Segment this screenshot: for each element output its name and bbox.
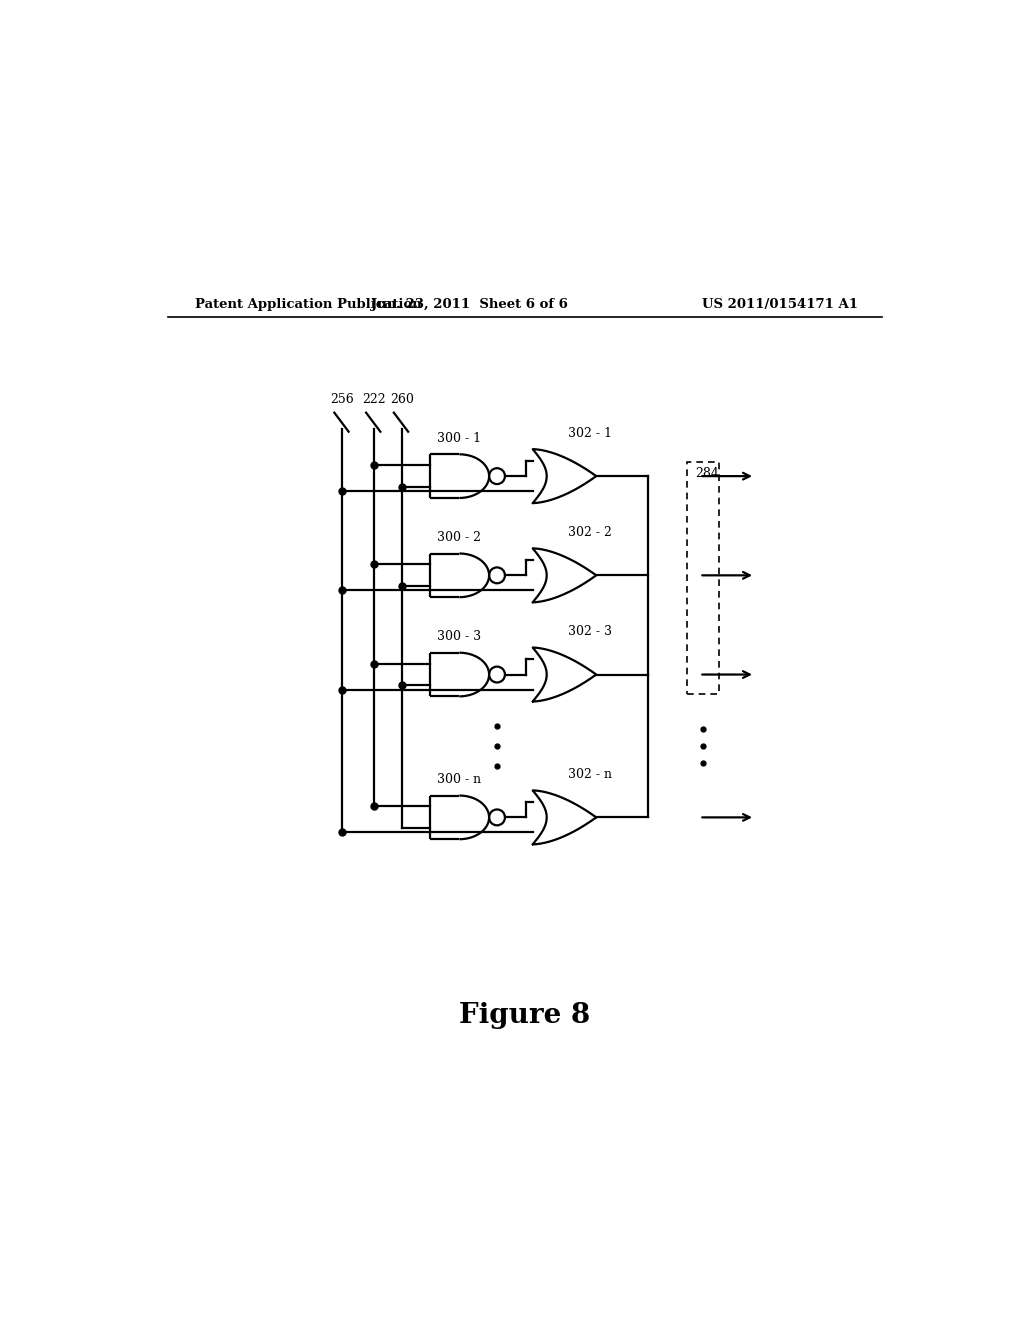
- Text: Jun. 23, 2011  Sheet 6 of 6: Jun. 23, 2011 Sheet 6 of 6: [371, 298, 567, 312]
- Text: 300 - 2: 300 - 2: [437, 531, 481, 544]
- Text: 284: 284: [695, 467, 719, 480]
- Text: 302 - 1: 302 - 1: [567, 426, 611, 440]
- Text: 222: 222: [362, 393, 386, 407]
- Text: 302 - 3: 302 - 3: [567, 626, 611, 638]
- Text: 300 - 1: 300 - 1: [437, 432, 481, 445]
- Text: 302 - 2: 302 - 2: [567, 525, 611, 539]
- Text: 300 - 3: 300 - 3: [437, 630, 481, 643]
- Text: Patent Application Publication: Patent Application Publication: [196, 298, 422, 312]
- Text: 260: 260: [390, 393, 414, 407]
- Text: Figure 8: Figure 8: [459, 1002, 591, 1030]
- Text: 300 - n: 300 - n: [437, 774, 481, 785]
- Text: 256: 256: [331, 393, 354, 407]
- Bar: [687, 462, 719, 694]
- Text: US 2011/0154171 A1: US 2011/0154171 A1: [702, 298, 858, 312]
- Text: 302 - n: 302 - n: [567, 768, 611, 781]
